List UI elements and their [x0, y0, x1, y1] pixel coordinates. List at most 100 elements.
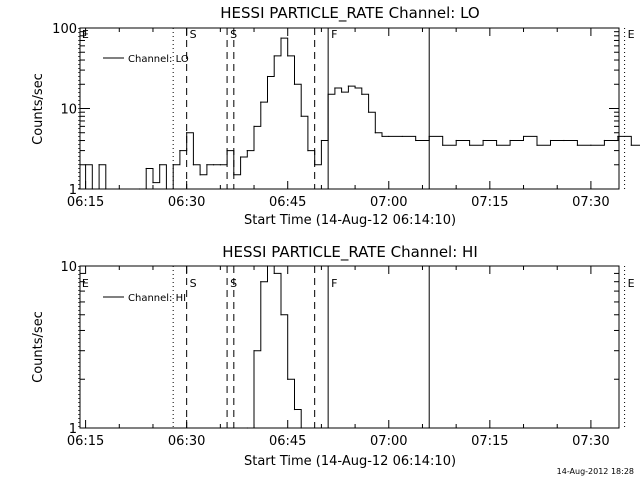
chart-lo-data-point [233, 174, 235, 176]
chart-lo-data-point [617, 135, 619, 138]
chart-lo-marker-label: E [628, 28, 635, 41]
chart-lo-data-point [354, 87, 356, 89]
chart-lo-data-point [455, 139, 457, 142]
chart-lo-marker-label: E [82, 28, 89, 41]
chart-lo-data-point [381, 135, 383, 138]
chart-lo-data-point [334, 87, 336, 89]
chart-lo: HESSI PARTICLE_RATE Channel: LO 06:15 06:… [31, 4, 640, 228]
chart-lo-data-point [442, 144, 444, 146]
chart-hi-marker-label: F [331, 277, 337, 290]
chart-lo-data-point [327, 93, 329, 95]
chart-lo-data-point [179, 149, 181, 152]
chart-lo-ytick-label: 10 [60, 103, 77, 118]
chart-lo-xlabel: Start Time (14-Aug-12 06:14:10) [244, 213, 456, 228]
chart-lo-data-point [145, 167, 147, 170]
chart-lo-legend-label: Channel: LO [128, 54, 189, 65]
chart-lo-data-point [428, 135, 430, 138]
chart-lo-title: HESSI PARTICLE_RATE Channel: LO [220, 4, 479, 23]
chart-hi-xtick-label: 06:15 [67, 434, 104, 449]
chart-hi-data-point [253, 350, 255, 352]
chart-lo-data-point [590, 144, 592, 146]
chart-lo-data-point [78, 188, 80, 190]
chart-hi-xlabel: Start Time (14-Aug-12 06:14:10) [244, 454, 456, 469]
chart-lo-data-point [415, 139, 417, 142]
chart-lo-data-point [226, 149, 228, 152]
chart-lo-plot: 06:1506:3006:4507:0007:1507:3007:4511010… [52, 22, 640, 210]
chart-lo-data-point [549, 139, 552, 142]
chart-lo-data-point [246, 149, 248, 152]
chart-lo-data-point [307, 149, 309, 152]
chart-lo-data-point [320, 139, 323, 142]
chart-lo-data-point [172, 164, 174, 166]
chart-lo-data-point [563, 139, 565, 142]
chart-lo-data-point [603, 139, 605, 142]
chart-lo-data-point [576, 144, 579, 146]
chart-hi-data-point [280, 314, 282, 316]
chart-lo-data-point [98, 164, 100, 166]
chart-lo-data-point [273, 55, 275, 57]
chart-lo-frame [79, 27, 620, 190]
chart-lo-ytick-label: 100 [52, 22, 77, 37]
chart-hi: HESSI PARTICLE_RATE Channel: HI 06:15 06:… [31, 243, 635, 469]
chart-lo-data-point [361, 93, 363, 95]
chart-lo-data-point [536, 144, 538, 146]
chart-lo-data-point [219, 164, 221, 166]
chart-hi-marker-label: E [82, 277, 89, 290]
chart-lo-data-point [469, 144, 471, 146]
chart-lo-data-point [374, 132, 376, 134]
chart-lo-data-point [341, 91, 343, 93]
chart-hi-xtick-label: 06:30 [168, 434, 205, 449]
chart-lo-xtick-label: 06:45 [269, 195, 306, 210]
chart-lo-ylabel: Counts/sec [31, 73, 46, 145]
chart-hi-xtick-label: 06:45 [269, 434, 306, 449]
chart-lo-data-point [287, 55, 289, 57]
chart-lo-data-point [266, 75, 269, 78]
chart-lo-data-point [192, 164, 194, 166]
chart-lo-marker-label: F [331, 28, 337, 41]
chart-lo-data-point [260, 101, 262, 103]
chart-hi-marker-label: E [628, 277, 635, 290]
chart-lo-series-line [78, 37, 640, 190]
chart-hi-data-point [273, 272, 275, 275]
chart-hi-data-point [287, 378, 289, 380]
chart-lo-data-point [367, 111, 370, 113]
chart-hi-legend-label: Channel: HI [128, 293, 186, 304]
chart-lo-data-point [482, 139, 484, 142]
chart-lo-data-point [206, 164, 208, 166]
chart-lo-xtick-label: 07:00 [370, 195, 407, 210]
chart-lo-data-point [253, 125, 255, 127]
chart-lo-marker-label: S [190, 28, 197, 41]
chart-hi-xtick-label: 07:30 [572, 434, 609, 449]
chart-hi-ytick-label: 10 [60, 260, 77, 275]
chart-lo-data-point [347, 85, 349, 87]
chart-lo-data-point [152, 182, 154, 184]
chart-lo-data-point [280, 37, 282, 39]
chart-lo-ytick-label: 1 [69, 183, 77, 198]
chart-hi-xtick-label: 07:15 [471, 434, 508, 449]
chart-lo-data-point [186, 132, 188, 134]
chart-lo-data-point [509, 139, 511, 142]
chart-lo-data-point [401, 135, 403, 138]
chart-hi-marker-label: S [190, 277, 197, 290]
chart-lo-data-point [84, 164, 87, 166]
chart-lo-data-point [199, 174, 201, 176]
chart-hi-title: HESSI PARTICLE_RATE Channel: HI [222, 243, 478, 262]
chart-lo-data-point [300, 115, 302, 117]
chart-lo-data-point [388, 135, 390, 138]
chart-hi-xtick-label: 07:00 [370, 434, 407, 449]
chart-lo-data-point [293, 83, 296, 85]
chart-lo-data-point [522, 135, 525, 138]
chart-lo-data-point [495, 144, 498, 146]
chart-hi-plot: 06:1506:3006:4507:0007:1507:3007:45110ES… [60, 260, 635, 449]
chart-lo-xtick-label: 07:15 [471, 195, 508, 210]
chart-lo-data-point [239, 156, 242, 158]
chart-lo-xtick-label: 06:30 [168, 195, 205, 210]
chart-lo-xtick-label: 06:15 [67, 195, 104, 210]
chart-lo-data-point [159, 164, 161, 166]
chart-hi-data-point [293, 408, 296, 411]
chart-hi-ytick-label: 1 [69, 422, 77, 437]
chart-lo-data-point [213, 164, 215, 166]
chart-hi-frame [79, 265, 620, 429]
chart-hi-ylabel: Counts/sec [31, 311, 46, 383]
